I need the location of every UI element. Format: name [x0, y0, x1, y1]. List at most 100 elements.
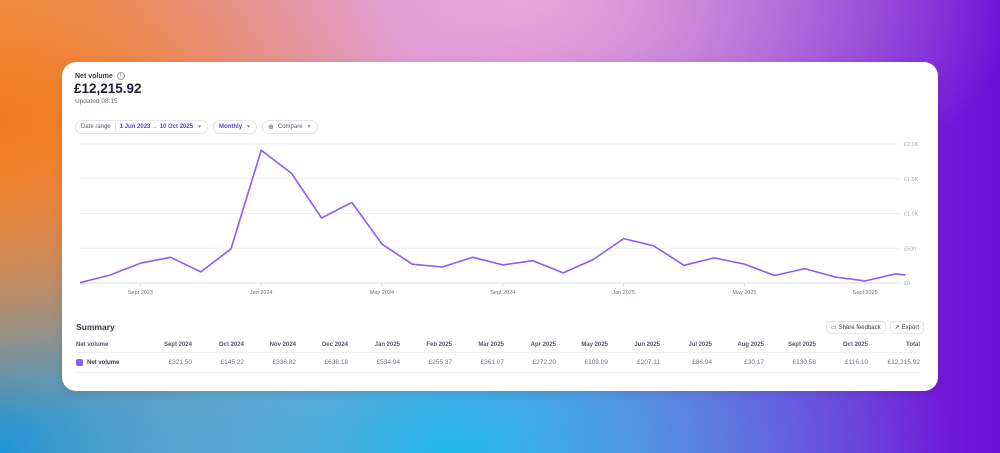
chevron-down-icon: ▼: [197, 124, 203, 130]
compare-icon: ⊕: [267, 124, 274, 131]
column-header: Dec 2024: [296, 338, 348, 353]
column-header: Jul 2025: [660, 338, 712, 353]
data-point[interactable]: [499, 261, 507, 269]
data-point[interactable]: [197, 268, 205, 276]
x-tick-label: Sept 2025: [853, 290, 878, 296]
filter-bar: Date range 1 Jun 2023 → 10 Oct 2025 ▼ Mo…: [75, 120, 318, 134]
info-icon[interactable]: i: [116, 72, 125, 80]
column-header: Aug 2025: [712, 338, 764, 353]
data-point[interactable]: [529, 257, 537, 265]
value-cell: £361.07: [452, 352, 504, 373]
row-label: Net volume: [87, 360, 120, 367]
data-point[interactable]: [136, 259, 144, 267]
column-header: Total: [868, 338, 920, 353]
x-tick-label: Jan 2025: [612, 290, 635, 296]
data-point[interactable]: [438, 263, 446, 271]
data-point[interactable]: [710, 254, 718, 262]
x-tick-label: May 2025: [732, 290, 756, 296]
data-point[interactable]: [408, 260, 416, 268]
x-tick-label: Jan 2024: [250, 290, 273, 296]
data-point[interactable]: [861, 277, 869, 285]
data-point[interactable]: [469, 253, 477, 261]
column-header: Apr 2025: [504, 338, 556, 353]
data-point[interactable]: [227, 245, 235, 253]
metric-amount: £12,215.92: [74, 81, 142, 96]
x-tick-label: Sept 2024: [490, 290, 515, 296]
column-header: Sept 2024: [140, 338, 192, 353]
net-volume-chart[interactable]: £0 £500 £1.0K £1.5K £2.0K Sept 2023 Jan 2024 Ma…: [62, 132, 938, 302]
data-point[interactable]: [620, 235, 628, 243]
x-tick-label: Sept 2023: [128, 290, 153, 296]
data-point[interactable]: [559, 269, 567, 277]
data-point[interactable]: [287, 169, 295, 177]
table-header-row: Net volume Sept 2024 Oct 2024 Nov 2024 Dec …: [76, 338, 920, 353]
data-point[interactable]: [891, 270, 899, 278]
divider: [114, 123, 116, 131]
data-point[interactable]: [378, 240, 386, 248]
share-feedback-button[interactable]: ▭ Share feedback: [825, 321, 886, 334]
date-range-filter[interactable]: Date range 1 Jun 2023 → 10 Oct 2025 ▼: [75, 120, 209, 134]
row-label-cell: Net volume: [76, 352, 140, 373]
value-cell: £638.18: [296, 352, 348, 373]
value-cell: £12,215.92: [868, 352, 920, 373]
export-button[interactable]: ↗ Export: [889, 321, 924, 334]
data-point[interactable]: [831, 273, 839, 281]
column-header: Jan 2025: [348, 338, 400, 353]
summary-title: Summary: [76, 322, 115, 332]
data-point[interactable]: [589, 255, 597, 263]
value-cell: £30.17: [712, 352, 764, 373]
y-tick-label: £0: [904, 281, 910, 287]
data-point[interactable]: [318, 214, 326, 222]
compare-label: Compare: [277, 124, 303, 130]
data-point[interactable]: [771, 271, 779, 279]
speech-bubble-icon: ▭: [830, 325, 837, 331]
metric-title: Net volume i: [75, 72, 125, 80]
data-point[interactable]: [348, 198, 356, 206]
value-cell: £108.09: [556, 352, 608, 373]
summary-actions: ▭ Share feedback ↗ Export: [825, 321, 924, 334]
value-cell: £321.50: [140, 352, 192, 373]
value-cell: £534.04: [348, 352, 400, 373]
compare-filter[interactable]: ⊕ Compare ▼: [261, 120, 318, 134]
y-tick-label: £1.0K: [904, 212, 919, 218]
column-header: Feb 2025: [400, 338, 452, 353]
updated-time: Updated 08:15: [75, 98, 118, 105]
value-cell: £86.04: [660, 352, 712, 373]
column-header: Jun 2025: [608, 338, 660, 353]
share-feedback-label: Share feedback: [838, 324, 881, 331]
column-header: Mar 2025: [452, 338, 504, 353]
table-scroll-fade: [920, 338, 938, 378]
value-cell: £145.22: [192, 352, 244, 373]
net-volume-card: Net volume i £12,215.92 Updated 08:15 Da…: [62, 62, 938, 391]
value-cell: £116.10: [816, 352, 868, 373]
metric-title-text: Net volume: [75, 72, 113, 80]
value-cell: £272.20: [504, 352, 556, 373]
y-tick-label: £2.0K: [904, 142, 919, 148]
data-point[interactable]: [650, 242, 658, 250]
export-label: Export: [901, 324, 919, 331]
date-range-value: 1 Jun 2023 → 10 Oct 2025: [119, 124, 194, 130]
series-swatch: [76, 358, 83, 366]
data-point[interactable]: [167, 253, 175, 261]
data-point[interactable]: [740, 260, 748, 268]
export-icon: ↗: [894, 325, 900, 331]
column-header: Sept 2025: [764, 338, 816, 353]
series-line: [79, 149, 906, 284]
table-row: Net volume £321.50 £145.22 £338.82 £638.18 £…: [76, 352, 920, 373]
x-tick-label: May 2024: [370, 290, 394, 296]
column-header: Nov 2024: [244, 338, 296, 353]
column-header: Oct 2024: [192, 338, 244, 353]
value-cell: £130.58: [764, 352, 816, 373]
data-point[interactable]: [680, 261, 688, 269]
data-point[interactable]: [257, 146, 265, 154]
data-point[interactable]: [106, 271, 114, 279]
summary-table: Net volume Sept 2024 Oct 2024 Nov 2024 Dec …: [76, 338, 920, 373]
chevron-down-icon: ▼: [246, 124, 251, 130]
data-point[interactable]: [76, 279, 84, 287]
y-tick-label: £500: [904, 246, 916, 252]
data-point[interactable]: [901, 271, 909, 279]
y-tick-label: £1.5K: [904, 177, 919, 183]
interval-filter[interactable]: Monthly ▼: [213, 120, 257, 134]
interval-value: Monthly: [219, 124, 243, 130]
data-point[interactable]: [801, 265, 809, 273]
